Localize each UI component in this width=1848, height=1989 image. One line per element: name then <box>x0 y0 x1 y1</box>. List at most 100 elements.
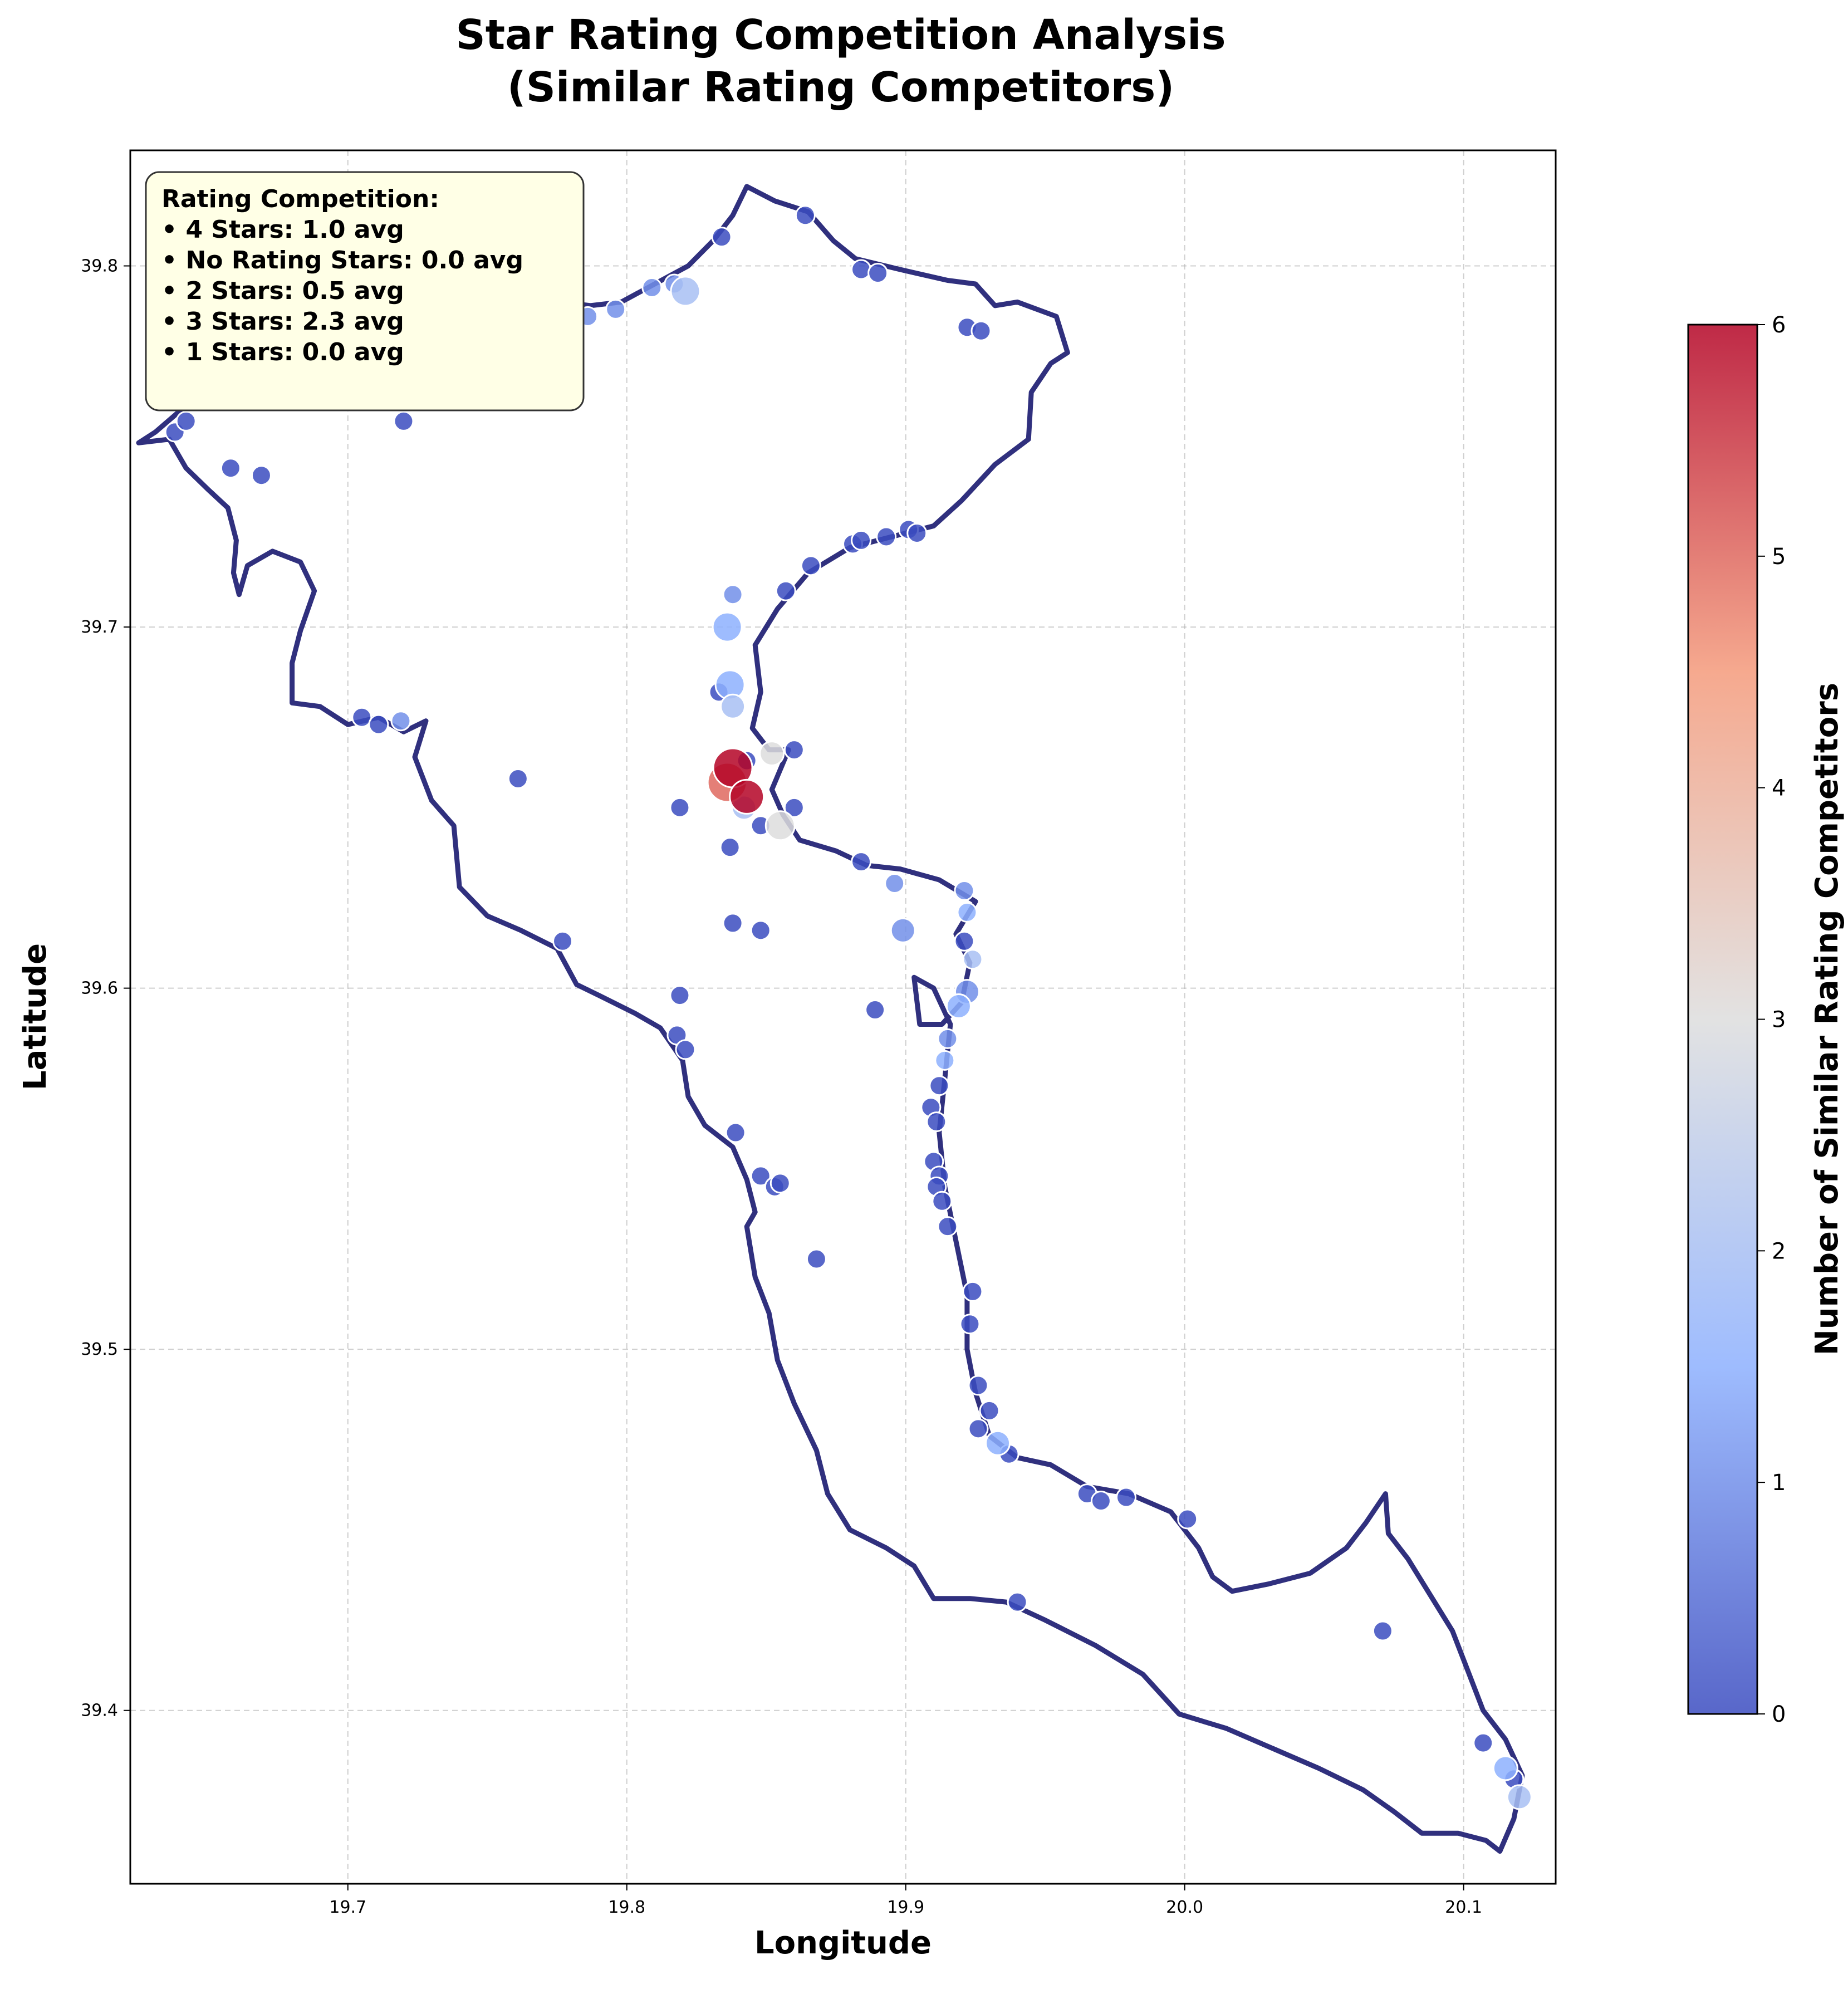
data-point <box>945 993 972 1020</box>
colorbar-tick-label: 0 <box>1772 1702 1786 1727</box>
data-point <box>979 1400 1000 1421</box>
x-tick-label: 19.8 <box>608 1898 645 1917</box>
info-box-line: • 2 Stars: 0.5 avg <box>161 277 404 305</box>
data-point <box>712 611 743 643</box>
data-point <box>251 465 272 486</box>
colorbar-label: Number of Similar Rating Competitors <box>1809 683 1845 1355</box>
data-point <box>1007 1591 1028 1613</box>
x-tick-label: 20.1 <box>1445 1898 1482 1917</box>
colorbar-gradient <box>1687 324 1758 1715</box>
data-point <box>605 298 626 320</box>
data-point <box>675 1039 696 1060</box>
chart-title-line-1: Star Rating Competition Analysis <box>455 11 1226 59</box>
data-point <box>851 851 872 873</box>
data-point <box>783 797 805 818</box>
data-point <box>926 1111 947 1133</box>
info-box-line: • No Rating Stars: 0.0 avg <box>161 246 523 275</box>
data-point <box>968 1418 989 1439</box>
x-tick-label: 19.7 <box>329 1898 366 1917</box>
info-box-line: • 3 Stars: 2.3 avg <box>161 307 404 336</box>
colorbar-tick-label: 4 <box>1772 776 1786 801</box>
data-point <box>220 458 241 479</box>
data-point <box>368 714 389 735</box>
data-point <box>722 913 743 934</box>
axis-ticks: 19.7 19.8 19.9 20.0 20.1 39.4 39.5 39.6 39.7 39.8 <box>81 257 1482 1917</box>
y-axis-label: Latitude <box>17 943 53 1090</box>
y-tick-label: 39.8 <box>81 257 118 276</box>
data-point <box>929 1075 950 1096</box>
grid-lines <box>130 150 1556 1884</box>
data-point <box>937 1028 958 1049</box>
data-point <box>719 837 741 858</box>
data-point <box>867 263 889 284</box>
colorbar-tick-label: 6 <box>1772 312 1786 338</box>
data-point <box>711 227 732 248</box>
colorbar-tick-label: 5 <box>1772 544 1786 570</box>
data-point <box>962 949 983 970</box>
data-point <box>800 555 821 576</box>
data-point <box>968 1375 989 1396</box>
data-point <box>750 920 771 941</box>
data-point <box>390 711 411 732</box>
region-outline <box>136 184 1525 1854</box>
data-point <box>669 797 690 818</box>
y-tick-label: 39.5 <box>81 1340 118 1359</box>
colorbar-tick-label: 1 <box>1772 1470 1786 1496</box>
data-point <box>806 1248 827 1270</box>
data-point <box>890 917 916 943</box>
data-point <box>769 1173 791 1194</box>
data-point <box>865 1000 886 1021</box>
data-point <box>641 277 663 298</box>
chart-title-line-2: (Similar Rating Competitors) <box>507 63 1174 111</box>
colorbar-tick-label: 3 <box>1772 1007 1786 1033</box>
data-point <box>750 1165 771 1187</box>
y-tick-label: 39.4 <box>81 1701 118 1721</box>
data-point <box>970 320 992 341</box>
outline-path <box>136 184 1525 1854</box>
info-box-line: • 1 Stars: 0.0 avg <box>161 338 404 366</box>
data-point <box>876 526 897 547</box>
data-point <box>937 1216 958 1237</box>
data-point <box>851 530 872 551</box>
data-point <box>775 580 796 601</box>
data-point <box>669 985 690 1006</box>
data-point <box>957 902 978 923</box>
data-point <box>959 1314 981 1335</box>
info-box-line: • 4 Stars: 1.0 avg <box>161 215 404 244</box>
info-box-background <box>145 171 585 411</box>
x-tick-label: 20.0 <box>1166 1898 1203 1917</box>
data-point <box>1115 1487 1136 1508</box>
data-point <box>783 739 805 761</box>
data-point <box>906 522 928 543</box>
data-point <box>884 873 905 894</box>
data-point <box>1090 1491 1111 1512</box>
data-point <box>985 1430 1011 1456</box>
data-point <box>725 1122 746 1143</box>
data-point <box>795 205 816 226</box>
data-point <box>851 259 872 280</box>
data-point <box>1177 1508 1198 1530</box>
data-point <box>507 768 528 789</box>
x-axis-label: Longitude <box>754 1925 932 1961</box>
data-point <box>670 276 701 307</box>
data-point <box>552 930 573 952</box>
data-point <box>720 693 746 719</box>
plot-frame <box>129 149 1557 1885</box>
data-point <box>1492 1755 1518 1781</box>
data-point <box>764 810 796 841</box>
info-box: Rating Competition: • 4 Stars: 1.0 avg •… <box>145 171 585 411</box>
data-point <box>1473 1732 1494 1753</box>
y-tick-label: 39.7 <box>81 618 118 637</box>
info-box-title: Rating Competition: <box>161 185 439 213</box>
data-point <box>1506 1784 1532 1810</box>
data-point <box>393 410 414 432</box>
colorbar: 0 1 2 3 4 5 6 Number of Similar Rating Competi… <box>1687 312 1845 1727</box>
data-point <box>962 1281 983 1302</box>
data-point <box>954 930 975 952</box>
data-points <box>164 205 1532 1810</box>
data-point <box>1372 1620 1393 1642</box>
colorbar-tick-label: 2 <box>1772 1238 1786 1264</box>
data-point <box>759 741 785 767</box>
data-point <box>934 1050 955 1071</box>
